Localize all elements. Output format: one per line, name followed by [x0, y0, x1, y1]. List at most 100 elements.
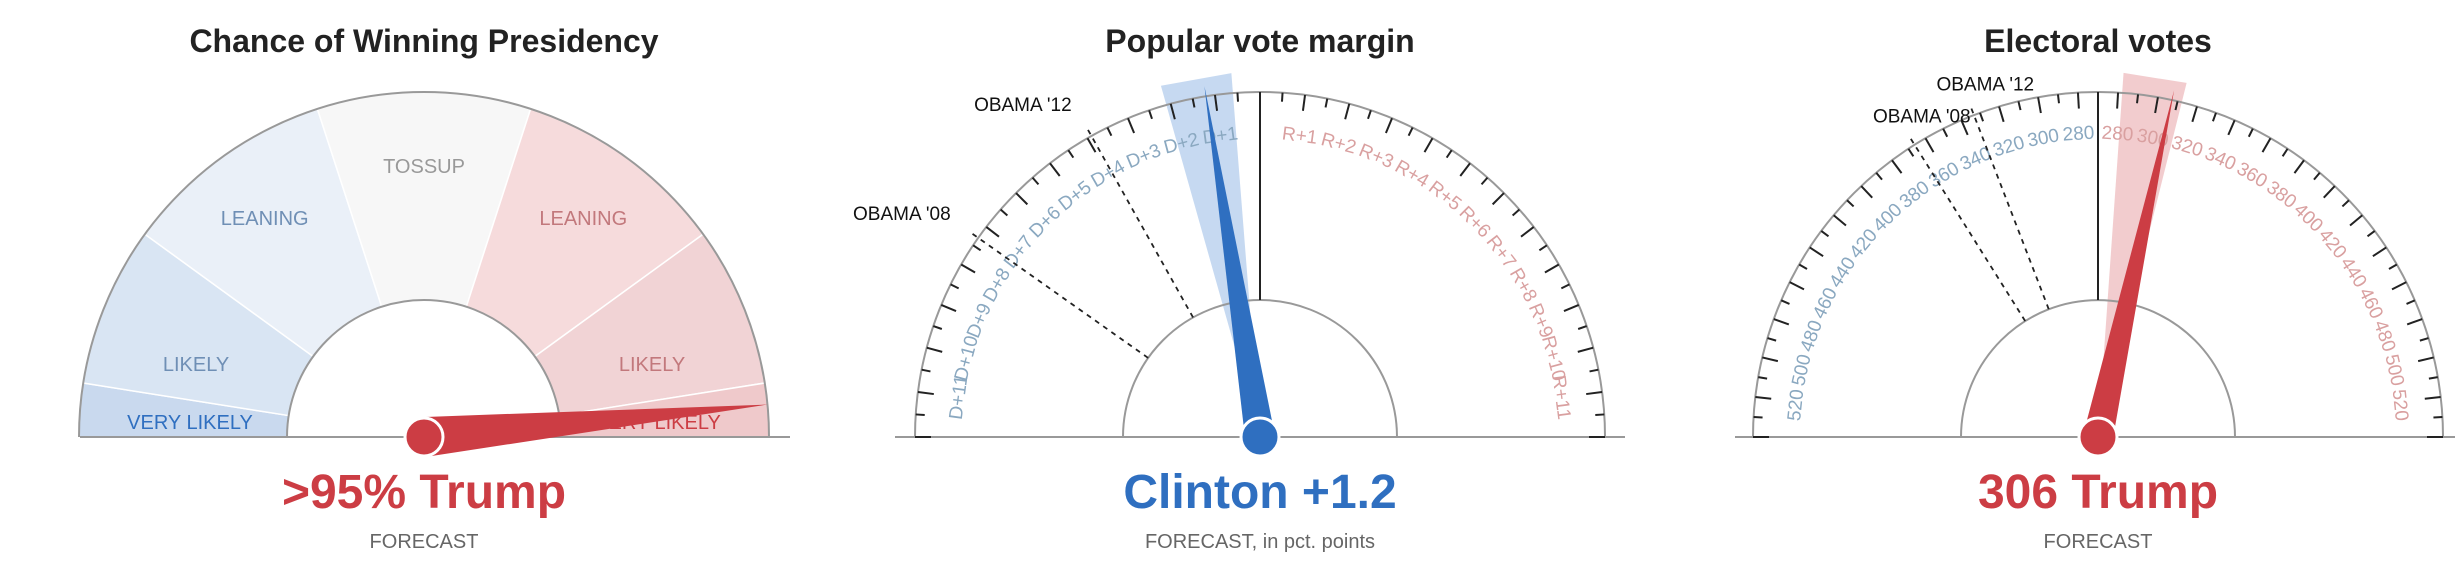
tick-label: R+5	[1424, 177, 1465, 215]
gauge-tick	[2417, 356, 2434, 363]
gauge-tick	[1762, 356, 1779, 363]
tick-label: 380	[2262, 177, 2300, 213]
gauge-tick	[1595, 413, 1605, 417]
gauge-title: Chance of Winning Presidency	[189, 23, 658, 59]
gauge-tick	[1789, 281, 1805, 291]
gauge-inner-arc	[1122, 299, 1398, 438]
tick-label: D+6	[1025, 202, 1065, 242]
gauge-tick	[1907, 148, 1915, 157]
tick-label: R+8	[1505, 265, 1541, 306]
gauge-needle	[403, 404, 768, 458]
tick-label: 460	[1809, 285, 1842, 323]
needle-hub	[403, 416, 445, 458]
gauge-tick	[1520, 226, 1535, 238]
tick-label: 280	[2101, 123, 2134, 146]
gauge-tick	[1860, 185, 1873, 199]
gauge-tick	[960, 263, 976, 274]
gauge-tick	[2428, 376, 2438, 380]
gauge-tick	[2406, 318, 2423, 326]
band-label: LIKELY	[163, 354, 229, 376]
tick-label: 500	[1788, 352, 1815, 388]
gauge-tick	[2424, 395, 2441, 400]
tick-label: R+6	[1455, 202, 1495, 242]
gauge-tick	[915, 413, 925, 417]
gauge-tick	[2116, 92, 2120, 109]
gauge-tick	[2261, 137, 2272, 153]
tick-label: 400	[1869, 200, 1906, 237]
reference-line	[1909, 137, 2026, 322]
tick-label: 480	[2369, 318, 2399, 355]
tick-label: 320	[1991, 132, 2027, 161]
gauge-tick	[2388, 263, 2398, 270]
tick-label: D+1	[1201, 123, 1239, 148]
gauge-tick	[2076, 92, 2080, 109]
tick-label: 480	[1797, 318, 1827, 355]
gauge-tick	[1998, 106, 2005, 123]
gauge-tick	[1148, 109, 1153, 120]
tick-label: 500	[2380, 352, 2407, 388]
tick-label: D+4	[1088, 156, 1130, 192]
tick-label: 340	[1957, 143, 1994, 175]
tick-label: R+1	[1281, 123, 1319, 148]
gauge-electoral-votes: Electoral votes 280300320340360380400420…	[1735, 23, 2455, 553]
reference-lines: OBAMA '12 OBAMA '08	[853, 95, 1194, 359]
gauge-tick	[1407, 127, 1414, 137]
probability-bands	[78, 91, 770, 438]
reference-lines: OBAMA '12 OBAMA '08	[1873, 75, 2050, 322]
gauge-tick	[1780, 299, 1790, 305]
gauge-tick	[1127, 117, 1136, 134]
gauge-tick	[1459, 162, 1471, 177]
needle-hub	[1239, 416, 1281, 458]
gauge-tick	[1367, 109, 1372, 120]
gauge-tick	[2372, 246, 2387, 258]
gauge-tick	[940, 304, 957, 313]
tick-label: 460	[2354, 285, 2387, 323]
gauge-tick	[1015, 192, 1029, 206]
gauge-tick	[2281, 148, 2289, 157]
needle-pointer	[2083, 90, 2175, 441]
gauge-ticks	[915, 92, 1605, 438]
gauge-tick	[1767, 337, 1777, 342]
gauge-tick	[1169, 103, 1176, 120]
gauge-tick	[1979, 112, 1985, 122]
tick-label: R+2	[1319, 129, 1359, 158]
gauge-ticks	[1753, 92, 2443, 438]
gauge-tick	[1538, 244, 1548, 252]
gauge-tick	[2037, 97, 2042, 114]
gauge-tick	[1942, 128, 1949, 138]
gauge-tick	[2017, 101, 2022, 111]
tick-label: 340	[2202, 143, 2239, 175]
tick-label: 440	[2336, 254, 2371, 292]
gauge-tick	[1480, 176, 1489, 186]
band-label: TOSSUP	[383, 156, 465, 178]
gauge-tick	[2154, 97, 2159, 114]
gauge-tick	[1891, 159, 1903, 174]
gauge-inner-arc	[1960, 299, 2236, 438]
gauge-tick	[2391, 281, 2407, 291]
gauge-tick	[1773, 318, 1790, 326]
gauge-tick	[2433, 415, 2443, 419]
gauge-tick	[972, 244, 982, 252]
tick-label: D+7	[1000, 232, 1038, 273]
gauge-tick	[2136, 94, 2140, 104]
tick-label: 400	[2289, 200, 2326, 237]
gauge-popular-vote: Popular vote margin D+1D+2D+3D+4D+5D+6D+…	[853, 23, 1625, 553]
tick-label: 380	[1896, 177, 1934, 213]
gauge-tick	[1924, 137, 1935, 153]
needle-hub	[2077, 416, 2119, 458]
gauge-tick	[2366, 230, 2376, 238]
gauge-tick	[1753, 415, 1763, 419]
tick-label: 320	[2169, 132, 2205, 161]
gauge-tick	[2191, 106, 2198, 123]
gauge-tick	[2419, 337, 2429, 342]
gauge-tick	[1577, 346, 1594, 353]
gauge-tick	[2349, 214, 2363, 227]
gauge-tick	[1067, 149, 1075, 159]
tick-label: 360	[1925, 158, 1963, 192]
gauge-tick	[1491, 192, 1505, 206]
tick-label: 360	[2233, 158, 2271, 192]
gauge-headline: 306 Trump	[1978, 466, 2218, 519]
gauge-tick	[950, 283, 960, 290]
gauge-tick	[1086, 137, 1097, 153]
